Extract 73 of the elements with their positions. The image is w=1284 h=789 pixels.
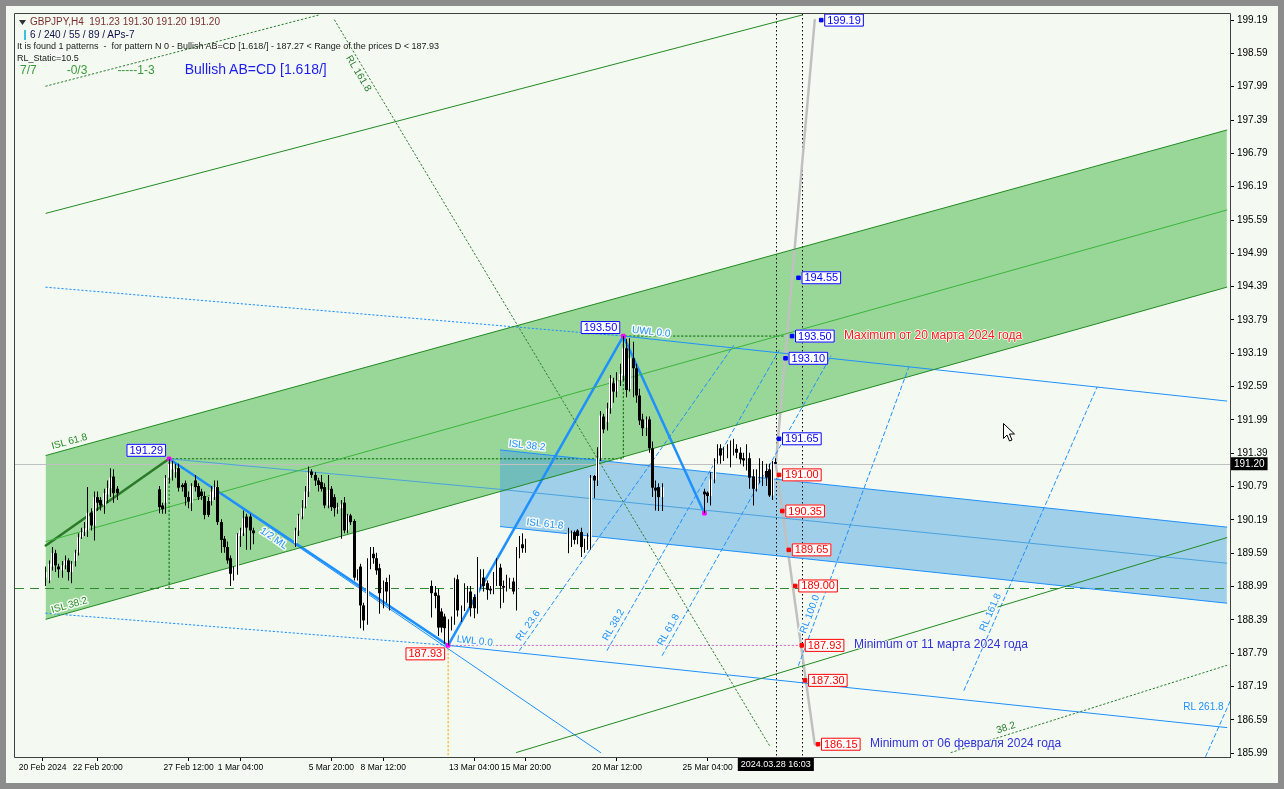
data-label: 191.65 [785, 432, 819, 445]
data-label: 187.93 [408, 647, 443, 660]
data-label: 187.93 [807, 638, 842, 651]
text: RL 161.8 [976, 591, 1004, 633]
data-label: 186.15 [823, 737, 858, 750]
y-tick-label: 188.39 [1237, 613, 1269, 625]
data-label: 189.00 [801, 579, 835, 592]
x-tick-label: 20 Mar 12:00 [591, 762, 643, 773]
x-tick-label: 13 Mar 04:00 [449, 762, 500, 773]
text: ISL 38.2 [49, 594, 89, 615]
annotation: Minimum от 06 февраля 2024 года [870, 736, 1062, 751]
y-tick-label: 193.79 [1237, 313, 1269, 325]
text: ISL 61.8 [50, 430, 89, 452]
y-tick-label: 195.59 [1237, 213, 1269, 225]
x-tick-label: 22 Feb 20:00 [72, 762, 124, 773]
data-label: 190.35 [788, 504, 822, 517]
annotation: RL_Static=10.5 [17, 53, 79, 64]
text: ISL 38.2 [508, 437, 547, 453]
y-tick-label: 188.99 [1237, 580, 1269, 592]
y-tick-label: 190.19 [1237, 513, 1269, 525]
text: 38.2 [994, 718, 1017, 736]
text: RL 38.2 [599, 606, 627, 643]
y-tick-label: 192.59 [1237, 380, 1269, 392]
y-tick-label: 196.19 [1237, 180, 1269, 192]
x-tick-label: 8 Mar 12:00 [360, 762, 407, 773]
annotation: 7/7 [20, 63, 37, 78]
text: 1/2 ML [258, 524, 291, 552]
y-tick-label: 187.79 [1237, 646, 1269, 658]
chart-title: GBPJPY,H4 191.23 191.30 191.20 191.20 [30, 16, 220, 28]
annotation: -----1-3 [117, 63, 155, 78]
y-tick-label: 198.59 [1237, 47, 1269, 59]
y-tick-label: 194.39 [1237, 280, 1269, 292]
annotation: -0/3 [66, 63, 88, 78]
x-tick-label: 20 Feb 2024 [18, 762, 67, 773]
data-label: 193.50 [583, 321, 618, 334]
data-label: 191.29 [129, 443, 164, 456]
y-tick-label: 191.99 [1237, 413, 1269, 425]
data-label: 199.19 [827, 13, 861, 26]
annotation: It is found 1 patterns - for pattern N 0 - Bullish AB=CD [1.618/] - 187.27 < Range of the prices D < 187.93 [17, 41, 439, 52]
y-tick-label: 187.19 [1237, 680, 1269, 692]
x-tick-label: 15 Mar 20:00 [500, 762, 552, 773]
annotation: 6 / 240 / 55 / 89 / APs-7 [30, 29, 135, 41]
y-tick-label: 193.19 [1237, 347, 1269, 359]
data-label: 187.30 [810, 673, 845, 686]
y-tick-label: 194.99 [1237, 247, 1269, 259]
text: ISL 61.8 [526, 516, 565, 531]
y-tick-label: 197.99 [1237, 80, 1269, 92]
y-tick-label: 197.39 [1237, 113, 1269, 125]
y-tick-label: 190.79 [1237, 480, 1269, 492]
data-label: 189.65 [794, 543, 829, 556]
text: UWL 0.0 [631, 323, 672, 339]
y-tick-label: 196.79 [1237, 147, 1269, 159]
data-label: 193.10 [791, 351, 826, 364]
y-tick-label: 199.19 [1237, 13, 1269, 25]
x-tick-label: 27 Feb 12:00 [163, 762, 214, 773]
text: RL 100.0 [797, 592, 822, 635]
text: RL 61.8 [654, 611, 682, 648]
data-label: 191.00 [785, 468, 819, 481]
series-label: RL 261.8 [1183, 700, 1224, 712]
text: LWL 0.0 [456, 633, 494, 648]
y-tick-label: 189.59 [1237, 546, 1269, 558]
annotation: Bullish AB=CD [1.618/] [184, 61, 327, 78]
ref-line-label: 2024.03.28 16:03 [740, 759, 811, 770]
y-tick-label: 191.39 [1237, 447, 1269, 458]
data-label: 193.50 [798, 329, 832, 342]
annotation: Maximum от 20 марта 2024 года [844, 328, 1023, 343]
y-tick-label: 186.59 [1237, 713, 1269, 725]
ref-line-label: 191.20 [1234, 458, 1266, 470]
x-tick-label: 25 Mar 04:00 [682, 762, 733, 773]
x-tick-label: 1 Mar 04:00 [217, 762, 264, 773]
data-label: 194.55 [804, 271, 839, 284]
y-tick-label: 185.99 [1237, 746, 1269, 758]
x-tick-label: 5 Mar 20:00 [308, 762, 355, 773]
